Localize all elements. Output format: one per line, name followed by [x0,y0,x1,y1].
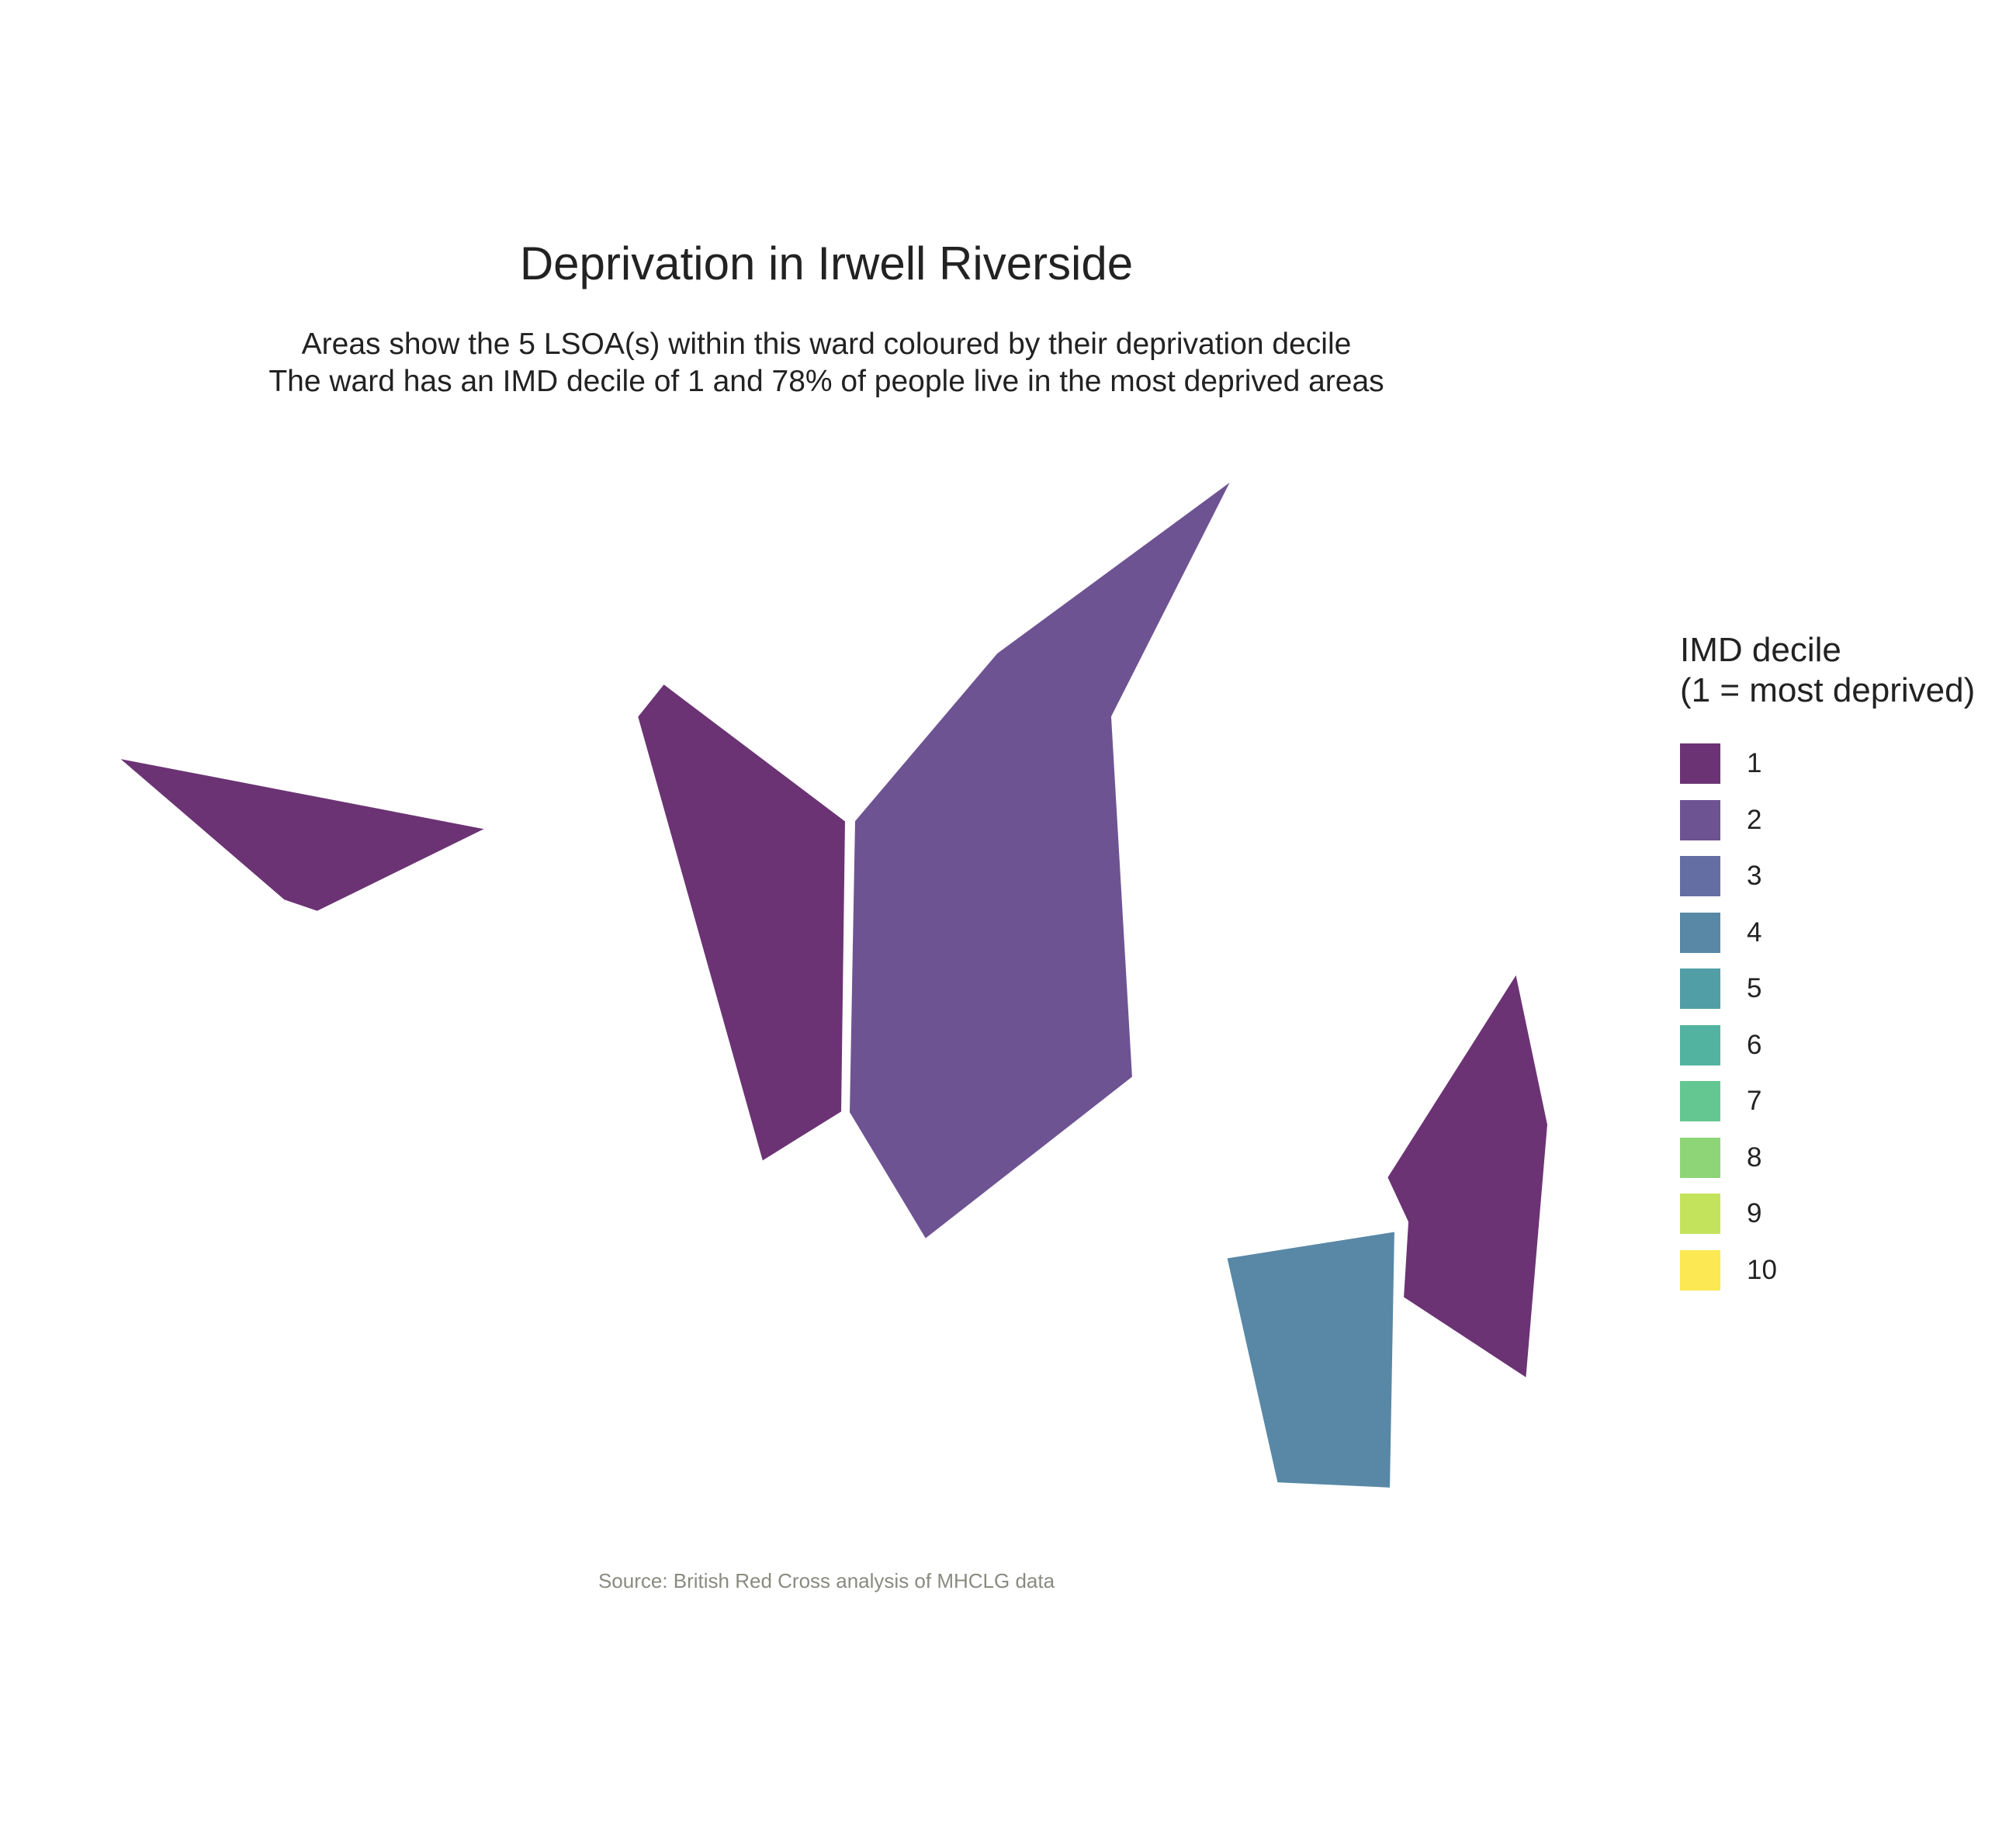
legend-item: 1 [1680,736,1975,792]
map-subtitle-line-1: Areas show the 5 LSOA(s) within this war… [301,327,1352,361]
legend-item: 10 [1680,1242,1975,1299]
legend-item: 2 [1680,792,1975,849]
legend-swatch [1680,968,1720,1010]
legend-label: 7 [1747,1086,1762,1117]
legend-item: 5 [1680,961,1975,1017]
legend-label: 4 [1747,916,1762,948]
legend-swatch [1680,1249,1720,1291]
legend-title: IMD decile (1 = most deprived) [1680,630,1975,711]
legend-item: 8 [1680,1130,1975,1187]
map-title: Deprivation in Irwell Riverside [519,237,1134,289]
lsoa-area [110,753,494,916]
legend-swatch [1680,856,1720,897]
legend-item: 4 [1680,905,1975,962]
legend-title-line-2: (1 = most deprived) [1680,671,1976,709]
legend-swatch [1680,1194,1720,1235]
legend-swatch [1680,912,1720,953]
legend-title-line-1: IMD decile [1680,631,1841,669]
map-subtitle-line-2: The ward has an IMD decile of 1 and 78% … [268,365,1384,398]
legend-label: 8 [1747,1142,1762,1173]
legend-label: 2 [1747,804,1762,835]
lsoa-area [633,679,850,1166]
lsoa-area [1222,1227,1399,1492]
legend-label: 9 [1747,1198,1762,1229]
legend-items: 1 2 3 4 5 6 7 8 9 10 [1680,736,1975,1298]
legend-swatch [1680,1081,1720,1122]
legend-label: 10 [1747,1254,1777,1285]
legend-label: 1 [1747,748,1762,779]
legend-swatch [1680,799,1720,840]
legend-label: 6 [1747,1029,1762,1060]
source-caption: Source: British Red Cross analysis of MH… [598,1569,1055,1592]
legend-swatch [1680,1024,1720,1065]
legend-item: 7 [1680,1073,1975,1130]
legend-swatch [1680,743,1720,785]
legend-label: 5 [1747,973,1762,1004]
lsoa-area [1383,967,1552,1384]
legend-item: 9 [1680,1186,1975,1242]
legend-label: 3 [1747,861,1762,892]
lsoa-area [845,473,1238,1244]
legend-item: 6 [1680,1017,1975,1074]
legend-item: 3 [1680,848,1975,905]
legend: IMD decile (1 = most deprived) 1 2 3 4 5 6 7 8 9… [1680,630,1975,1298]
legend-swatch [1680,1137,1720,1178]
